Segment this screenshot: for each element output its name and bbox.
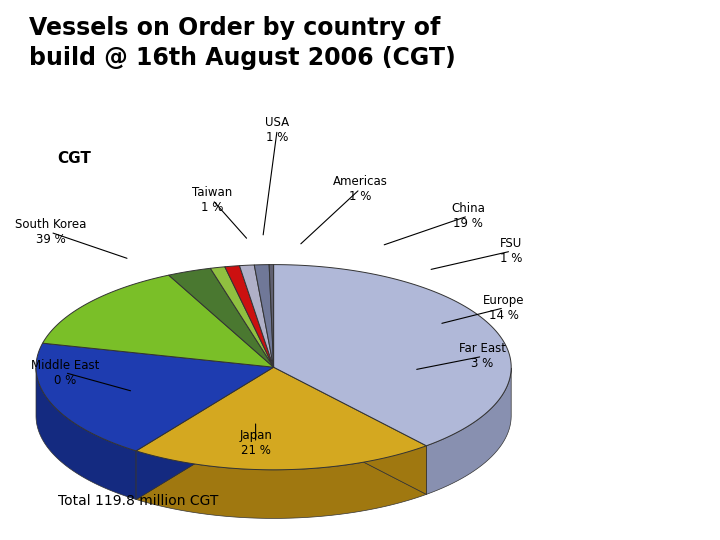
Text: Vessels on Order by country of
build @ 16th August 2006 (CGT): Vessels on Order by country of build @ 1… — [29, 16, 456, 70]
Polygon shape — [274, 367, 426, 495]
Text: Japan
21 %: Japan 21 % — [239, 429, 272, 457]
Polygon shape — [274, 367, 426, 495]
Polygon shape — [136, 367, 274, 500]
Text: CGT: CGT — [58, 151, 91, 166]
Polygon shape — [240, 265, 274, 367]
Polygon shape — [136, 367, 274, 500]
Text: FSU
1 %: FSU 1 % — [500, 237, 523, 265]
Text: Middle East
0 %: Middle East 0 % — [31, 359, 99, 387]
Text: Americas
1 %: Americas 1 % — [333, 175, 387, 203]
Polygon shape — [210, 267, 274, 367]
Polygon shape — [269, 265, 274, 367]
Polygon shape — [36, 368, 136, 500]
Polygon shape — [225, 266, 274, 367]
Text: Far East
3 %: Far East 3 % — [459, 342, 506, 370]
Text: Europe
14 %: Europe 14 % — [483, 294, 525, 322]
Polygon shape — [42, 275, 274, 367]
Polygon shape — [274, 265, 511, 446]
Polygon shape — [136, 367, 426, 470]
Text: Total 119.8 million CGT: Total 119.8 million CGT — [58, 494, 218, 508]
Text: USA
1 %: USA 1 % — [265, 116, 289, 144]
Polygon shape — [426, 368, 511, 495]
Text: South Korea
39 %: South Korea 39 % — [14, 218, 86, 246]
Polygon shape — [36, 343, 274, 451]
Polygon shape — [254, 265, 274, 367]
Text: China
19 %: China 19 % — [451, 202, 485, 230]
Polygon shape — [168, 268, 274, 367]
Text: Taiwan
1 %: Taiwan 1 % — [192, 186, 233, 214]
Polygon shape — [136, 446, 426, 518]
